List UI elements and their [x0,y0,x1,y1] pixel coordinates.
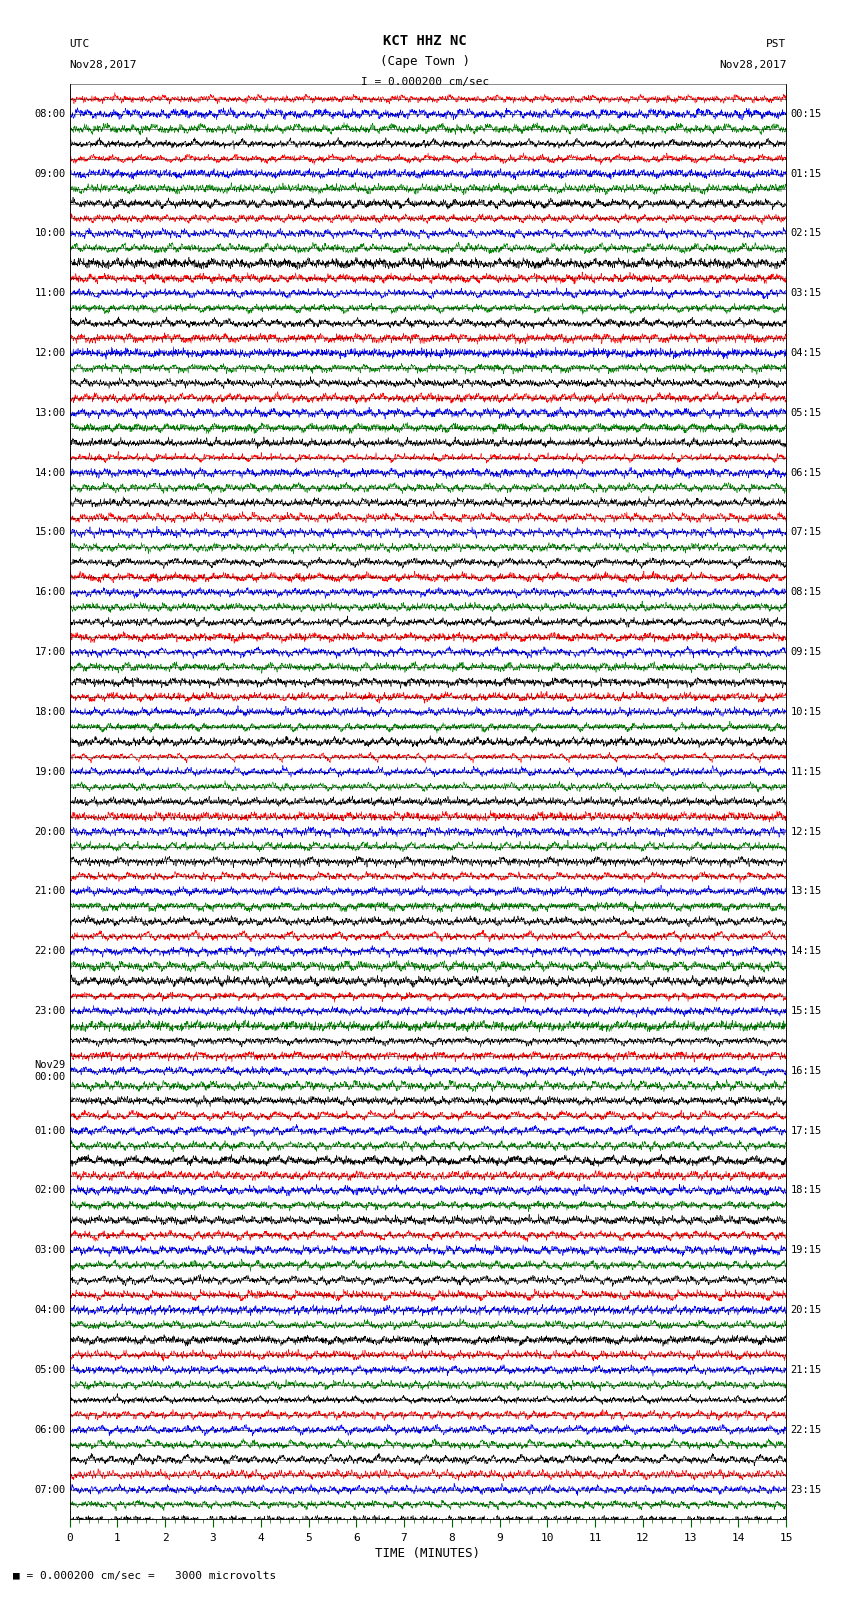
X-axis label: TIME (MINUTES): TIME (MINUTES) [376,1547,480,1560]
Text: I = 0.000200 cm/sec: I = 0.000200 cm/sec [361,77,489,87]
Text: ■ = 0.000200 cm/sec =   3000 microvolts: ■ = 0.000200 cm/sec = 3000 microvolts [13,1571,276,1581]
Text: Nov28,2017: Nov28,2017 [719,60,786,69]
Text: KCT HHZ NC: KCT HHZ NC [383,34,467,48]
Text: (Cape Town ): (Cape Town ) [380,55,470,68]
Text: UTC: UTC [70,39,90,48]
Text: PST: PST [766,39,786,48]
Text: Nov28,2017: Nov28,2017 [70,60,137,69]
